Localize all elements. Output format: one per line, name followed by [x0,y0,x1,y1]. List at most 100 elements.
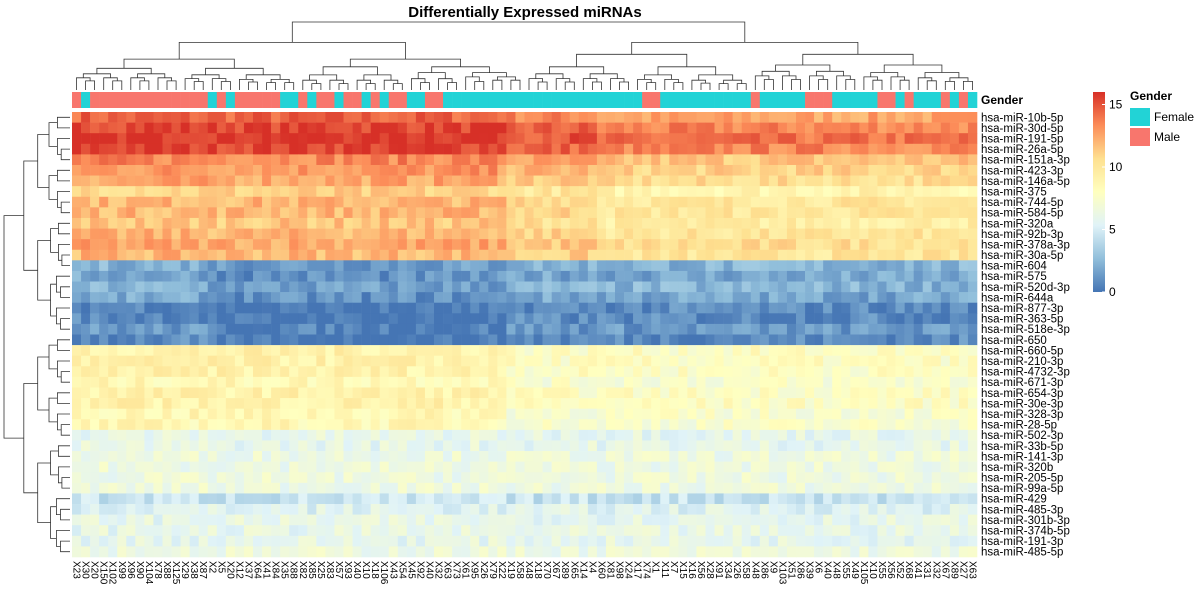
heatmap-cell [470,398,480,409]
heatmap-cell [741,493,752,505]
heatmap-cell [470,175,480,187]
heatmap-cell [877,217,887,229]
dendrogram-branch [60,318,70,330]
heatmap-cell [262,154,272,166]
heatmap-cell [343,345,353,356]
heatmap-cell [307,440,317,452]
heatmap-cell [723,270,733,282]
annotation-cell [660,92,670,108]
heatmap-cell [796,313,806,325]
heatmap-cell [596,482,607,494]
heatmap-cell [615,376,625,388]
heatmap-cell [90,398,100,409]
heatmap-cell [750,461,761,473]
heatmap-cell [560,514,571,526]
heatmap-cell [786,535,797,547]
column-label: X51 [786,561,797,579]
heatmap-cell [171,217,181,229]
heatmap-cell [759,525,770,537]
heatmap-cell [415,451,426,462]
heatmap-cell [814,154,824,166]
heatmap-cell [551,164,561,176]
heatmap-cell [768,164,779,176]
heatmap-cell [72,355,82,367]
heatmap-cell [886,302,896,314]
heatmap-cell [515,302,525,314]
heatmap-cell [406,239,417,251]
heatmap-cell [587,376,598,388]
heatmap-cell [117,334,127,346]
heatmap-cell [949,493,960,505]
heatmap-cell [99,451,109,462]
heatmap-cell [434,143,444,155]
heatmap-cell [723,112,733,123]
dendrogram-branch [23,160,38,271]
heatmap-cell [126,419,136,431]
heatmap-cell [271,355,281,367]
heatmap-cell [506,154,516,166]
heatmap-cell [271,112,281,123]
heatmap-cell [243,525,254,537]
heatmap-cell [859,292,869,304]
dendrogram-branch [549,66,605,74]
heatmap-cell [316,281,326,293]
heatmap-cell [759,260,770,272]
heatmap-cell [470,546,480,558]
heatmap-cell [424,366,435,378]
heatmap-cell [198,472,209,484]
heatmap-cell [307,535,317,547]
heatmap-cell [768,461,779,473]
heatmap-cell [624,440,634,452]
heatmap-cell [99,535,109,547]
heatmap-cell [633,419,643,431]
heatmap-cell [732,408,742,420]
heatmap-cell [334,334,344,346]
heatmap-cell [189,387,199,399]
heatmap-cell [796,493,806,505]
heatmap-cell [895,313,905,325]
heatmap-cell [461,535,471,547]
heatmap-cell [895,281,905,293]
heatmap-cell [642,260,652,272]
heatmap-cell [334,398,344,409]
heatmap-cell [940,196,951,208]
heatmap-cell [886,112,896,123]
heatmap-cell [180,334,190,346]
heatmap-cell [533,154,543,166]
heatmap-cell [868,260,878,272]
heatmap-cell [388,249,399,261]
heatmap-cell [262,186,272,198]
heatmap-cell [587,133,598,145]
heatmap-cell [714,398,724,409]
dendrogram-branch [963,81,973,90]
heatmap-cell [497,175,507,187]
heatmap-cell [542,546,552,558]
heatmap-cell [596,398,607,409]
annotation-cell [615,92,625,108]
heatmap-cell [723,133,733,145]
heatmap-cell [886,514,896,526]
heatmap-cell [289,260,299,272]
heatmap-cell [768,398,779,409]
heatmap-cell [551,217,561,229]
heatmap-cell [823,504,833,515]
heatmap-cell [379,292,390,304]
annotation-cell [90,92,100,108]
heatmap-cell [243,228,254,240]
heatmap-cell [262,334,272,346]
heatmap-cell [280,175,290,187]
heatmap-cell [768,112,779,123]
heatmap-cell [515,408,525,420]
heatmap-cell [298,122,308,134]
heatmap-cell [298,461,308,473]
heatmap-cell [135,419,145,431]
heatmap-cell [533,249,543,261]
heatmap-cell [832,313,842,325]
heatmap-cell [967,546,978,558]
heatmap-cell [705,451,715,462]
heatmap-cell [506,186,516,198]
heatmap-cell [560,451,571,462]
heatmap-cell [225,504,236,515]
heatmap-cell [696,334,706,346]
heatmap-cell [741,196,752,208]
